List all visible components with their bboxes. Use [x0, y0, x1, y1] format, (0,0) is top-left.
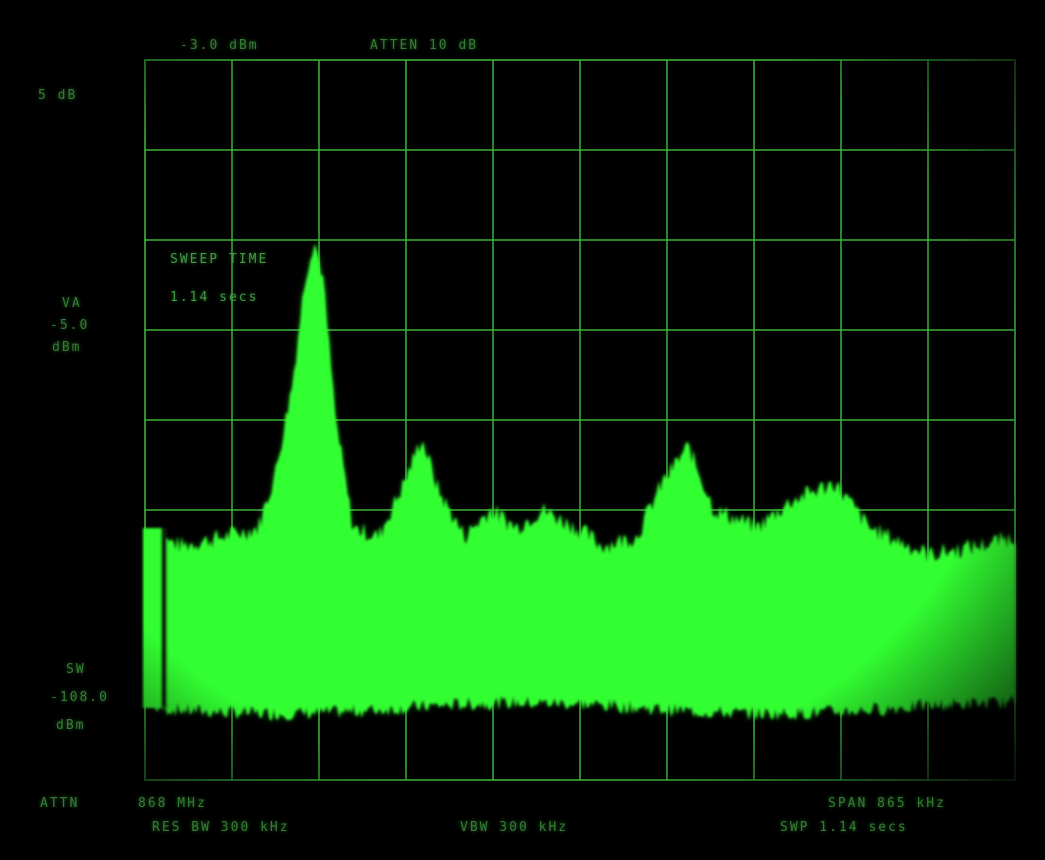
sw-label: SW — [66, 662, 86, 677]
footer-corner: ATTN — [40, 796, 80, 811]
resolution-bandwidth: RES BW 300 kHz — [152, 820, 290, 835]
center-frequency: 868 MHz — [138, 796, 207, 811]
attenuation-readout: ATTEN 10 dB — [370, 38, 479, 53]
sweep-readout: SWP 1.14 secs — [780, 820, 908, 835]
va-unit: dBm — [52, 340, 82, 355]
va-label: VA — [62, 296, 82, 311]
marker-line-1: SWEEP TIME — [170, 252, 269, 267]
marker-line-2: 1.14 secs — [170, 290, 259, 305]
scale-per-div: 5 dB — [38, 88, 78, 103]
va-value: -5.0 — [50, 318, 90, 333]
span-readout: SPAN 865 kHz — [828, 796, 946, 811]
sw-unit: dBm — [56, 718, 86, 733]
ref-level-readout: -3.0 dBm — [180, 38, 259, 53]
video-bandwidth: VBW 300 kHz — [460, 820, 569, 835]
sw-value: -108.0 — [50, 690, 109, 705]
